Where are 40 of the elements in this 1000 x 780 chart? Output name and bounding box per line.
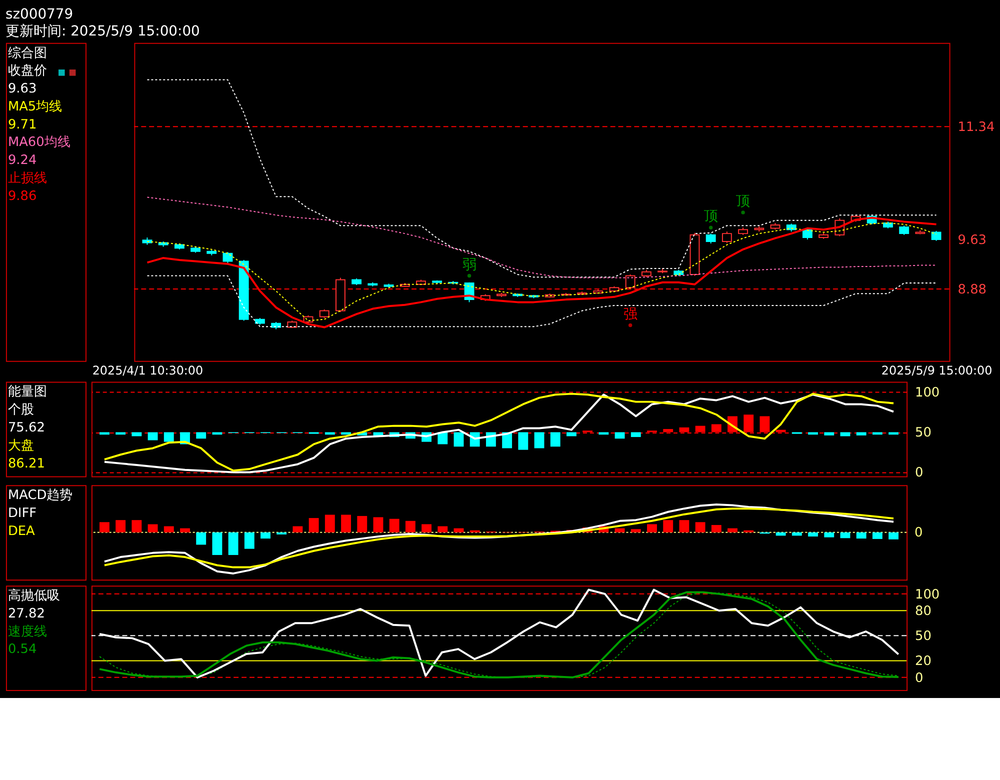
text: 9.86: [8, 188, 37, 204]
text: 86.21: [8, 456, 45, 472]
text: 高抛低吸: [8, 587, 60, 604]
data-label: 顶: [704, 208, 718, 225]
x-tick-label: 2025/5/9 15:00:00: [881, 363, 992, 378]
text: 9.63: [8, 82, 37, 97]
data-label: 弱: [462, 256, 476, 273]
legend-title: 综合图: [8, 46, 47, 61]
text: MA5均线: [8, 99, 62, 114]
text: 速度线: [8, 623, 47, 640]
text: 27.82: [8, 606, 45, 622]
y-tick-label: 20: [915, 654, 932, 670]
text: DIFF: [8, 506, 37, 521]
text: MA60均线: [8, 135, 70, 150]
text: 9.71: [8, 117, 37, 132]
x-tick-label: 2025/4/1 10:30:00: [92, 363, 204, 378]
y-tick-label: 8.88: [958, 282, 987, 298]
y-tick-label: 100: [915, 386, 940, 401]
y-tick-label: 80: [915, 604, 932, 620]
chart-subtitle: 更新时间: 2025/5/9 15:00:00: [5, 23, 200, 40]
text: 9.24: [8, 153, 37, 168]
y-tick-label: 50: [915, 426, 932, 441]
y-tick-label: 9.63: [958, 232, 987, 248]
text: 75.62: [8, 420, 45, 436]
legend-title: 能量图: [8, 384, 47, 400]
text: 大盘: [8, 438, 34, 454]
data-label: 顶: [736, 193, 750, 210]
chart-title: sz000779: [5, 6, 74, 22]
text: 0.54: [8, 642, 37, 658]
y-tick-label: 0: [915, 670, 924, 686]
y-tick-label: 50: [915, 629, 932, 644]
text: DEA: [8, 524, 36, 539]
text: 止损线: [8, 171, 47, 186]
legend-label: 收盘价: [8, 64, 47, 79]
legend-title: MACD趋势: [8, 488, 73, 504]
y-tick-label: 100: [915, 587, 940, 602]
text: 个股: [8, 402, 34, 418]
y-tick-label: 0: [915, 466, 924, 481]
y-tick-label: 11.34: [958, 120, 995, 136]
data-label: 强: [623, 306, 638, 322]
